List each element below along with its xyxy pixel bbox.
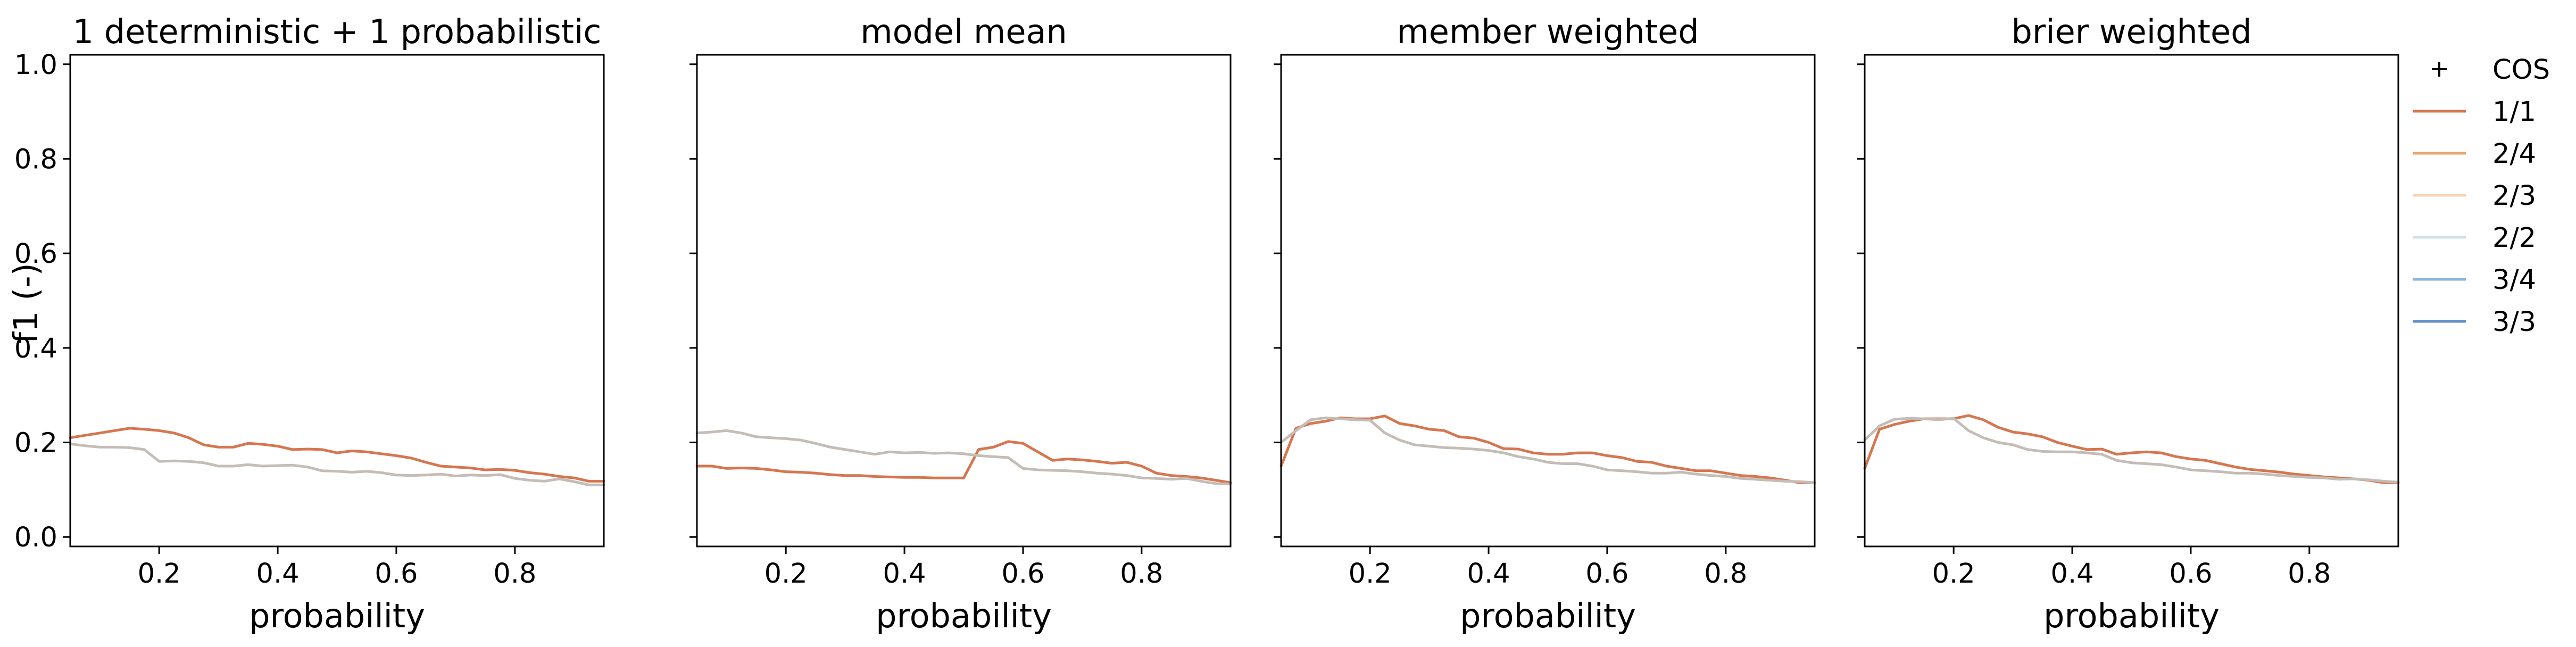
x-tick-label: 0.4 xyxy=(883,558,926,590)
legend-label: 2/3 xyxy=(2492,180,2536,212)
x-tick-label: 0.8 xyxy=(2288,558,2331,590)
x-axis-label: probability xyxy=(2043,596,2220,635)
legend-label: COS xyxy=(2492,54,2550,86)
x-tick-label: 0.2 xyxy=(1932,558,1975,590)
axes-frame xyxy=(1864,54,2399,548)
x-tick-label: 0.6 xyxy=(1001,558,1044,590)
panel-title: brier weighted xyxy=(2012,12,2252,51)
axes-frame xyxy=(69,54,605,548)
legend: COS 1/1 2/4 2/3 2/2 3/4 3/3 xyxy=(2413,54,2550,338)
legend-label: 1/1 xyxy=(2492,96,2536,128)
y-axis-label: f1 (-) xyxy=(6,263,45,344)
series-line-2 xyxy=(69,442,605,486)
y-tick-label: 0.2 xyxy=(14,428,57,459)
x-tick-label: 0.8 xyxy=(1704,558,1747,590)
legend-entry: 2/2 xyxy=(2413,222,2536,254)
series-line-1 xyxy=(695,440,1232,484)
x-tick-label: 0.2 xyxy=(765,558,808,590)
panel-3: member weighted 0.2 0.4 0.6 0.8 probability xyxy=(1274,12,1816,635)
x-tick-label: 0.6 xyxy=(1585,558,1628,590)
panel-1: 1 deterministic + 1 probabilistic 0.0 0.2 0… xyxy=(14,12,605,635)
y-tick-label: 0.0 xyxy=(14,522,57,553)
legend-label: 2/2 xyxy=(2492,222,2536,254)
x-tick-label: 0.8 xyxy=(493,558,536,590)
axes-frame xyxy=(1280,54,1816,548)
legend-entry: COS xyxy=(2432,54,2550,86)
x-tick-label: 0.6 xyxy=(2169,558,2212,590)
series-line-2 xyxy=(1279,416,1816,484)
series-line-1 xyxy=(1279,414,1816,484)
legend-entry: 2/3 xyxy=(2413,180,2536,212)
x-tick-label: 0.2 xyxy=(1349,558,1392,590)
x-axis-label: probability xyxy=(249,596,425,635)
legend-label: 3/3 xyxy=(2492,306,2536,338)
legend-entry: 3/4 xyxy=(2413,264,2536,296)
x-axis-label: probability xyxy=(1460,596,1636,635)
legend-label: 3/4 xyxy=(2492,264,2536,296)
legend-entry: 2/4 xyxy=(2413,138,2536,170)
x-tick-label: 0.4 xyxy=(1467,558,1510,590)
series-line-2 xyxy=(695,429,1232,486)
y-tick-label: 0.6 xyxy=(14,238,57,270)
panel-title: member weighted xyxy=(1397,12,1699,51)
y-tick-label: 0.8 xyxy=(14,144,57,175)
x-tick-label: 0.8 xyxy=(1120,558,1163,590)
panel-2: model mean 0.2 0.4 0.6 0.8 probability xyxy=(689,12,1232,635)
axes-frame xyxy=(696,54,1232,548)
y-tick-label: 0.4 xyxy=(14,333,57,364)
panel-title: 1 deterministic + 1 probabilistic xyxy=(73,12,602,51)
x-tick-label: 0.2 xyxy=(138,558,181,590)
legend-label: 2/4 xyxy=(2492,138,2536,170)
x-axis-label: probability xyxy=(876,596,1052,635)
y-tick-label: 1.0 xyxy=(14,49,57,81)
legend-entry: 3/3 xyxy=(2413,306,2536,338)
series-line-2 xyxy=(1863,417,2400,484)
x-tick-label: 0.4 xyxy=(2051,558,2094,590)
x-tick-label: 0.4 xyxy=(256,558,300,590)
series-line-1 xyxy=(69,427,605,483)
panel-title: model mean xyxy=(860,12,1067,51)
panels: 1 deterministic + 1 probabilistic 0.0 0.2 0… xyxy=(14,12,2400,635)
legend-entry: 1/1 xyxy=(2413,96,2536,128)
x-tick-label: 0.6 xyxy=(375,558,418,590)
series-line-1 xyxy=(1863,414,2400,484)
panel-4: brier weighted 0.2 0.4 0.6 0.8 probability xyxy=(1857,12,2400,635)
